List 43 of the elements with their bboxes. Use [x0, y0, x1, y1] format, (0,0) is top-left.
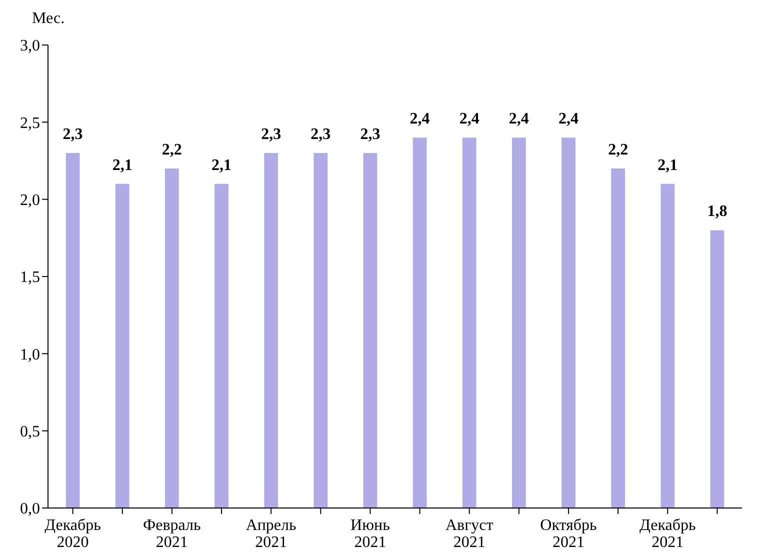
y-tick-label: 0,0	[20, 500, 40, 518]
data-label: 2,4	[508, 110, 529, 128]
bar	[412, 138, 427, 508]
data-label: 2,4	[558, 110, 578, 128]
y-tick-label: 1,5	[20, 269, 40, 286]
bar	[462, 138, 476, 508]
x-tick-label: Август 2021	[445, 517, 494, 551]
x-tick-label: Февраль 2021	[143, 517, 201, 551]
x-tick-label: Октябрь 2021	[540, 517, 597, 551]
y-tick-label: 0,5	[20, 424, 40, 441]
x-tick-label: Апрель 2021	[246, 517, 296, 551]
bar	[164, 168, 179, 508]
bar	[512, 138, 526, 508]
bar	[611, 168, 626, 508]
data-label: 2,3	[261, 126, 282, 144]
bar	[214, 184, 228, 508]
data-label: 2,2	[162, 141, 182, 158]
data-label: 2,3	[62, 126, 83, 144]
y-axis-title: Мес.	[32, 10, 65, 28]
data-label: 2,1	[212, 156, 232, 174]
data-label: 2,3	[360, 126, 380, 144]
y-tick-label: 2,5	[20, 114, 40, 132]
y-tick-label: 3,0	[20, 38, 40, 55]
data-label: 2,1	[112, 156, 132, 174]
bar	[562, 138, 576, 508]
x-tick-label: Декабрь 2021	[640, 517, 696, 551]
x-tick-label: Июнь 2021	[350, 517, 390, 551]
bar	[314, 153, 328, 508]
data-label: 2,1	[658, 156, 678, 174]
bar	[710, 230, 724, 508]
data-label: 2,4	[410, 110, 430, 128]
data-label: 2,2	[608, 141, 628, 158]
bar	[264, 153, 278, 508]
x-tick-label: Декабрь 2020	[44, 517, 101, 551]
y-tick-label: 1,0	[20, 346, 40, 364]
bar	[660, 184, 675, 508]
bar	[115, 184, 130, 508]
y-tick-label: 2,0	[20, 192, 40, 210]
data-label: 2,3	[310, 126, 331, 144]
data-label: 2,4	[459, 110, 480, 128]
data-label: 1,8	[707, 203, 728, 220]
bar	[66, 153, 80, 508]
bar	[363, 153, 378, 508]
